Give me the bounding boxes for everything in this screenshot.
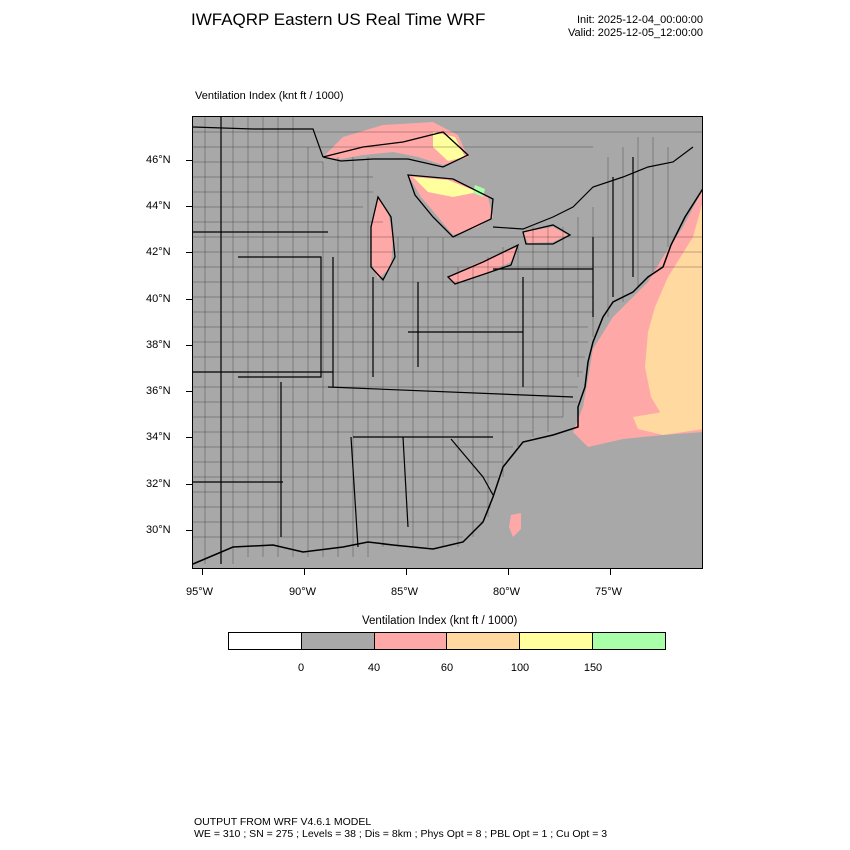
coastline (193, 188, 702, 565)
lat-tick (186, 437, 192, 438)
colorbar-label: 150 (583, 662, 603, 674)
lon-tick (508, 569, 509, 575)
lat-label: 42°N (146, 246, 171, 258)
lon-label: 75°W (595, 586, 623, 598)
lon-tick (202, 569, 203, 575)
lon-label: 95°W (186, 586, 214, 598)
lat-tick (186, 345, 192, 346)
lakes-outline (322, 131, 572, 285)
valid-time: Valid: 2025-12-05_12:00:00 (568, 27, 703, 39)
lake-ontario (523, 227, 568, 243)
map-svg (193, 117, 702, 568)
page-title: IWFAQRP Eastern US Real Time WRF (191, 10, 486, 29)
lat-label: 34°N (146, 431, 171, 443)
lat-tick (186, 160, 192, 161)
lat-label: 40°N (146, 293, 171, 305)
lake-michigan (371, 197, 393, 279)
model-info: OUTPUT FROM WRF V4.6.1 MODEL (194, 816, 372, 828)
colorbar-segment (301, 633, 375, 649)
atlantic-orange-south (633, 409, 702, 435)
colorbar-label: 40 (367, 662, 381, 674)
lat-tick (186, 299, 192, 300)
lon-label: 90°W (289, 586, 317, 598)
lon-tick (610, 569, 611, 575)
lake-huron-yellow (413, 177, 478, 197)
colorbar-label: 0 (297, 662, 305, 674)
lon-label: 80°W (493, 586, 521, 598)
lat-label: 32°N (146, 478, 171, 490)
lake-erie (448, 247, 518, 283)
colorbar-label: 100 (510, 662, 530, 674)
lat-tick (186, 391, 192, 392)
colorbar-segment (374, 633, 448, 649)
model-options: WE = 310 ; SN = 275 ; Levels = 38 ; Dis … (194, 828, 608, 840)
lat-label: 44°N (146, 200, 171, 212)
atlantic-orange-region (645, 204, 702, 429)
lon-label: 85°W (391, 586, 419, 598)
lat-tick (186, 252, 192, 253)
lat-label: 36°N (146, 385, 171, 397)
colorbar-segment (520, 633, 594, 649)
map-panel (192, 116, 703, 569)
lat-label: 30°N (146, 524, 171, 536)
small-pink-patch (509, 513, 521, 537)
lat-label: 38°N (146, 339, 171, 351)
colorbar-title: Ventilation Index (knt ft / 1000) (362, 615, 518, 627)
lat-label: 46°N (146, 154, 171, 166)
county-lines (193, 117, 702, 564)
lat-tick (186, 206, 192, 207)
colorbar-segment (593, 633, 665, 649)
lake-superior-yellow (433, 132, 465, 161)
lat-tick (186, 530, 192, 531)
lon-tick (406, 569, 407, 575)
colorbar-segment (229, 633, 302, 649)
colorbar (228, 632, 666, 650)
lat-tick (186, 484, 192, 485)
init-time: Init: 2025-12-04_00:00:00 (577, 14, 703, 26)
colorbar-segment (447, 633, 521, 649)
canada-border (193, 126, 694, 230)
lon-tick (304, 569, 305, 575)
colorbar-label: 60 (440, 662, 454, 674)
plot-label: Ventilation Index (knt ft / 1000) (195, 90, 344, 102)
